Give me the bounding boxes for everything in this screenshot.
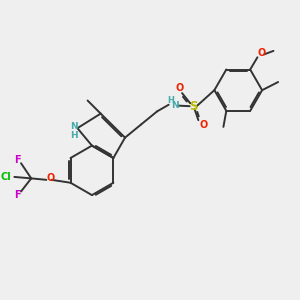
Text: F: F: [14, 190, 21, 200]
Text: O: O: [46, 173, 54, 183]
Text: O: O: [257, 48, 266, 58]
Text: N: N: [171, 100, 179, 109]
Text: Cl: Cl: [0, 172, 11, 182]
Text: F: F: [14, 155, 21, 165]
Text: O: O: [175, 83, 183, 93]
Text: H: H: [70, 131, 77, 140]
Text: H: H: [167, 96, 174, 105]
Text: S: S: [189, 100, 197, 113]
Text: O: O: [200, 119, 208, 130]
Text: N: N: [70, 122, 77, 131]
